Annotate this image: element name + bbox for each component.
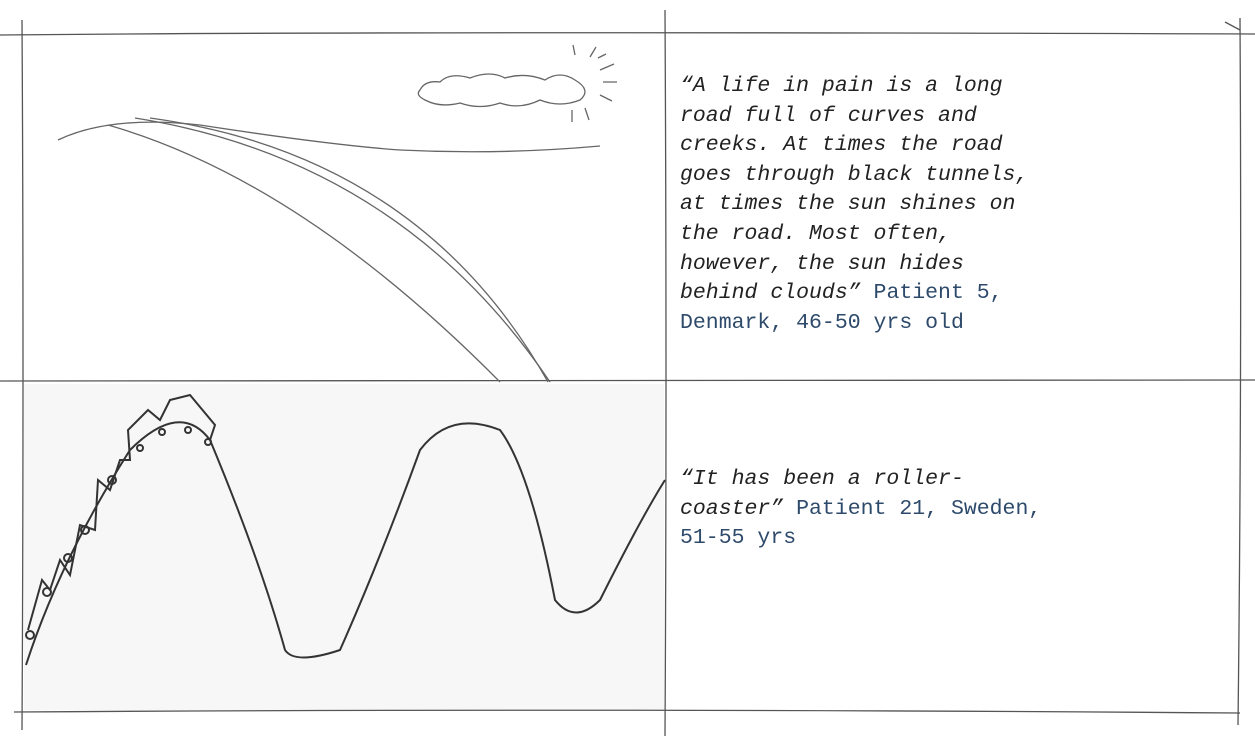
quote: “A life in pain is a long road full of c… [680,74,1028,305]
figure: “A life in pain is a long road full of c… [0,0,1255,736]
quote-block: “It has been a roller-coaster” Patient 2… [680,465,1045,554]
sketch-layer [0,0,1255,736]
drawing-background [24,384,664,710]
quote-block: “A life in pain is a long road full of c… [680,72,1045,338]
road-drawing [58,45,617,382]
